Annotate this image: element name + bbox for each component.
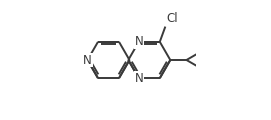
Text: N: N [134,72,143,85]
Text: N: N [134,35,143,48]
Text: N: N [83,54,92,66]
Text: Cl: Cl [166,12,178,25]
